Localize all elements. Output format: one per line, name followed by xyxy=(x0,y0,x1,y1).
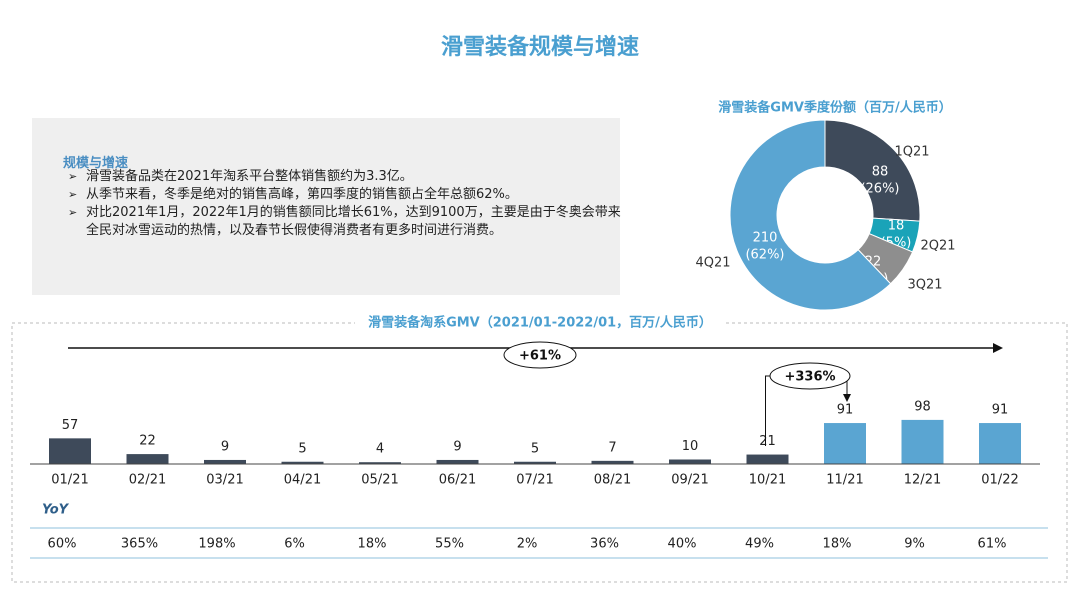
title-backdrop xyxy=(355,313,725,333)
bar xyxy=(126,454,169,464)
x-tick-label: 11/21 xyxy=(826,473,863,488)
arrow-head xyxy=(993,343,1003,353)
annotation: +336% xyxy=(784,370,835,385)
bar xyxy=(514,461,556,464)
yoy-value: 6% xyxy=(284,537,305,552)
yoy-value: 198% xyxy=(198,537,235,552)
yoy-label: YoY xyxy=(42,503,70,518)
bar-value: 57 xyxy=(62,418,79,433)
bar xyxy=(824,423,866,464)
x-tick-label: 01/22 xyxy=(981,473,1018,488)
yoy-value: 365% xyxy=(121,537,158,552)
slice-category: 1Q21 xyxy=(894,145,929,160)
x-tick-label: 09/21 xyxy=(671,473,708,488)
summary-list: 滑雪装备品类在2021年淘系平台整体销售额约为3.3亿。 从季节来看，冬季是绝对… xyxy=(68,168,626,240)
bar-value: 4 xyxy=(376,442,384,457)
pie-title: 滑雪装备GMV季度份额（百万/人民币） xyxy=(718,100,951,116)
slice-category: 4Q21 xyxy=(695,256,730,271)
x-tick-label: 07/21 xyxy=(516,473,553,488)
arrow-head xyxy=(843,394,851,402)
x-tick-label: 02/21 xyxy=(129,473,166,488)
bar xyxy=(979,423,1021,464)
bar xyxy=(436,459,479,464)
bar-value: 7 xyxy=(608,440,616,455)
bar-value: 5 xyxy=(298,441,306,456)
bar-value: 21 xyxy=(759,434,776,449)
bar xyxy=(204,459,246,464)
yoy-value: 36% xyxy=(590,537,619,552)
x-tick-label: 12/21 xyxy=(904,473,941,488)
bar-value: 9 xyxy=(453,439,461,454)
summary-box: 规模与增速 滑雪装备品类在2021年淘系平台整体销售额约为3.3亿。 从季节来看… xyxy=(32,118,621,295)
donut-slice xyxy=(729,119,892,311)
x-tick-label: 08/21 xyxy=(594,473,631,488)
bar-value: 5 xyxy=(531,441,539,456)
bullet: 对比2021年1月，2022年1月的销售额同比增长61%，达到9100万，主要是… xyxy=(68,204,626,240)
bar-value: 98 xyxy=(914,399,931,414)
slice-share: (62%) xyxy=(745,248,784,263)
bar xyxy=(49,438,91,464)
bar xyxy=(746,454,789,464)
slice-value: 18 xyxy=(888,219,905,234)
yoy-value: 55% xyxy=(435,537,464,552)
bar-value: 91 xyxy=(992,403,1009,418)
x-tick-label: 06/21 xyxy=(439,473,476,488)
x-tick-label: 03/21 xyxy=(206,473,243,488)
bar-value: 22 xyxy=(139,434,156,449)
bar xyxy=(669,459,711,464)
yoy-value: 18% xyxy=(358,537,387,552)
bullet: 滑雪装备品类在2021年淘系平台整体销售额约为3.3亿。 xyxy=(68,168,626,186)
bar xyxy=(359,462,401,464)
yoy-value: 2% xyxy=(517,537,538,552)
slice-share: (26%) xyxy=(860,182,899,197)
slide-title: 滑雪装备规模与增速 xyxy=(441,34,639,60)
x-tick-label: 01/21 xyxy=(51,473,88,488)
x-tick-label: 05/21 xyxy=(361,473,398,488)
bar xyxy=(591,460,634,464)
annotation-bubble xyxy=(503,341,577,369)
annotation: +61% xyxy=(519,349,561,364)
donut-slice xyxy=(824,119,921,222)
bar-title: 滑雪装备淘系GMV（2021/01-2022/01，百万/人民币） xyxy=(368,315,712,331)
bar-value: 9 xyxy=(221,439,229,454)
slice-category: 3Q21 xyxy=(907,278,942,293)
yoy-value: 60% xyxy=(48,537,77,552)
bullet: 从季节来看，冬季是绝对的销售高峰，第四季度的销售额占全年总额62%。 xyxy=(68,186,626,204)
bar xyxy=(281,461,324,464)
slice-category: 2Q21 xyxy=(920,239,955,254)
bar-frame xyxy=(11,322,1068,583)
bar xyxy=(901,419,944,464)
x-tick-label: 10/21 xyxy=(749,473,786,488)
x-tick-label: 04/21 xyxy=(284,473,321,488)
slice-value: 88 xyxy=(872,165,889,180)
yoy-value: 18% xyxy=(823,537,852,552)
bar-value: 10 xyxy=(682,439,699,454)
annotation-bubble xyxy=(769,362,851,390)
yoy-value: 9% xyxy=(904,537,925,552)
yoy-value: 61% xyxy=(978,537,1007,552)
bar-value: 91 xyxy=(837,403,854,418)
slice-value: 210 xyxy=(753,231,778,246)
yoy-value: 40% xyxy=(668,537,697,552)
yoy-value: 49% xyxy=(745,537,774,552)
